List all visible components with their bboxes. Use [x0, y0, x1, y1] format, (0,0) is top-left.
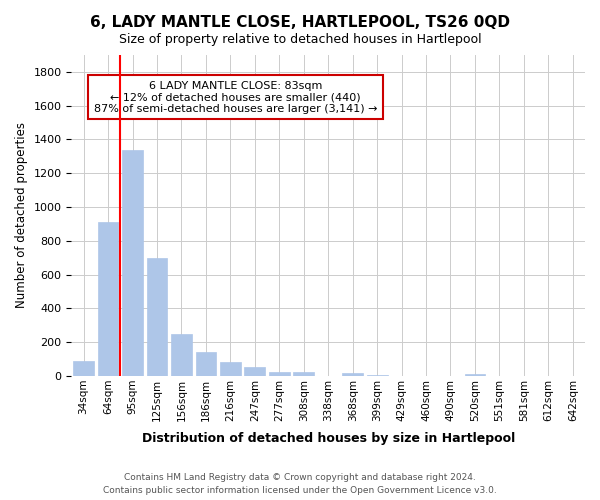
Bar: [171, 334, 192, 376]
Bar: [269, 372, 290, 376]
Bar: [122, 150, 143, 376]
Bar: [73, 361, 94, 376]
Bar: [464, 374, 485, 376]
Bar: [220, 362, 241, 376]
Bar: [98, 222, 118, 376]
Text: 6 LADY MANTLE CLOSE: 83sqm
← 12% of detached houses are smaller (440)
87% of sem: 6 LADY MANTLE CLOSE: 83sqm ← 12% of deta…: [94, 80, 377, 114]
Text: Contains HM Land Registry data © Crown copyright and database right 2024.
Contai: Contains HM Land Registry data © Crown c…: [103, 474, 497, 495]
Bar: [342, 374, 363, 376]
X-axis label: Distribution of detached houses by size in Hartlepool: Distribution of detached houses by size …: [142, 432, 515, 445]
Bar: [244, 366, 265, 376]
Bar: [367, 375, 388, 376]
Bar: [196, 352, 217, 376]
Bar: [293, 372, 314, 376]
Y-axis label: Number of detached properties: Number of detached properties: [15, 122, 28, 308]
Bar: [146, 258, 167, 376]
Text: 6, LADY MANTLE CLOSE, HARTLEPOOL, TS26 0QD: 6, LADY MANTLE CLOSE, HARTLEPOOL, TS26 0…: [90, 15, 510, 30]
Text: Size of property relative to detached houses in Hartlepool: Size of property relative to detached ho…: [119, 32, 481, 46]
